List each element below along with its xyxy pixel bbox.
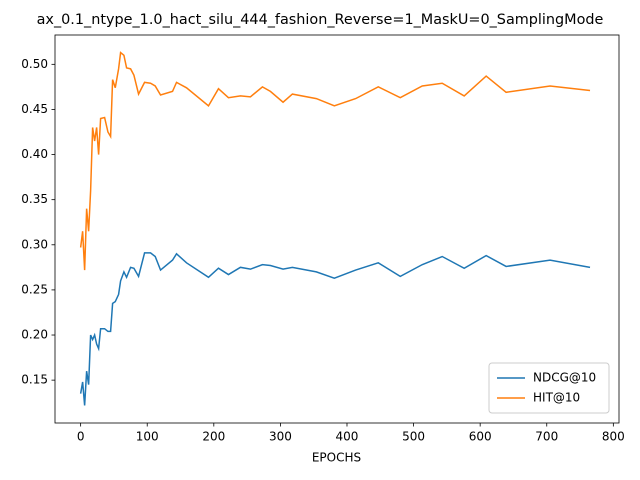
y-tick-label: 0.35 [21,192,48,206]
legend-label: NDCG@10 [533,371,596,385]
legend-label: HIT@10 [533,391,580,405]
x-tick-label: 0 [77,430,85,444]
x-tick-label: 400 [336,430,359,444]
y-tick-label: 0.40 [21,147,48,161]
x-tick-label: 500 [402,430,425,444]
x-tick-label: 800 [602,430,625,444]
y-tick-label: 0.20 [21,328,48,342]
x-tick-label: 100 [136,430,159,444]
y-tick-label: 0.25 [21,282,48,296]
x-tick-label: 600 [469,430,492,444]
line-series [79,252,591,406]
x-tick-label: 700 [535,430,558,444]
x-tick-label: 300 [269,430,292,444]
y-tick-label: 0.15 [21,373,48,387]
y-tick-label: 0.30 [21,237,48,251]
y-tick-label: 0.50 [21,57,48,71]
plot-frame [54,34,620,424]
line-series [79,51,591,271]
chart-title: ax_0.1_ntype_1.0_hact_silu_444_fashion_R… [37,12,604,28]
x-axis-label: EPOCHS [312,451,361,465]
legend-box [488,362,610,414]
y-tick-label: 0.45 [21,102,48,116]
x-tick-label: 200 [202,430,225,444]
legend: NDCG@10 HIT@10 [488,362,610,414]
